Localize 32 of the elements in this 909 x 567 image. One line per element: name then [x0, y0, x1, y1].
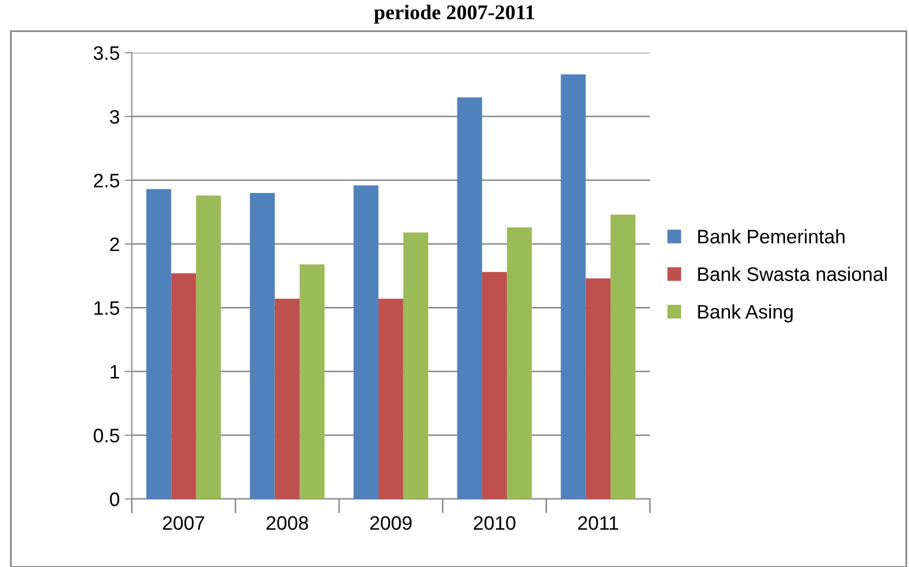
x-tick-label: 2007: [162, 516, 204, 530]
y-tick-label: 0.5: [94, 428, 120, 442]
bar: [586, 278, 611, 499]
y-tick-label: 1: [110, 365, 120, 379]
bar: [171, 273, 196, 499]
legend-label: Bank Asing: [698, 304, 793, 322]
y-tick-label: 3: [110, 110, 120, 124]
bar: [274, 298, 300, 499]
bar: [482, 272, 507, 499]
y-tick-label: 3.5: [94, 46, 120, 60]
bar: [560, 74, 586, 499]
bar: [403, 232, 428, 499]
bar: [457, 97, 482, 499]
bar: [250, 192, 275, 499]
y-tick-label: 2.5: [94, 174, 120, 188]
legend-label: Bank Pemerintah: [698, 229, 844, 244]
y-tick-label: 1.5: [94, 301, 120, 315]
bar: [354, 185, 378, 499]
bar: [610, 214, 636, 499]
bar: [378, 298, 404, 499]
x-tick-label: 2009: [370, 516, 412, 530]
bar: [196, 196, 221, 499]
x-tick-label: 2008: [266, 516, 308, 530]
chart-title: periode 2007-2011: [374, 4, 534, 24]
y-tick-label: 2: [110, 237, 120, 252]
bar: [146, 189, 172, 499]
bar: [506, 227, 532, 499]
x-tick-label: 2011: [578, 516, 618, 530]
legend-label: Bank Swasta nasional: [698, 266, 887, 282]
x-tick-label: 2010: [474, 516, 516, 530]
bar: [300, 264, 325, 499]
y-tick-label: 0: [110, 492, 120, 506]
